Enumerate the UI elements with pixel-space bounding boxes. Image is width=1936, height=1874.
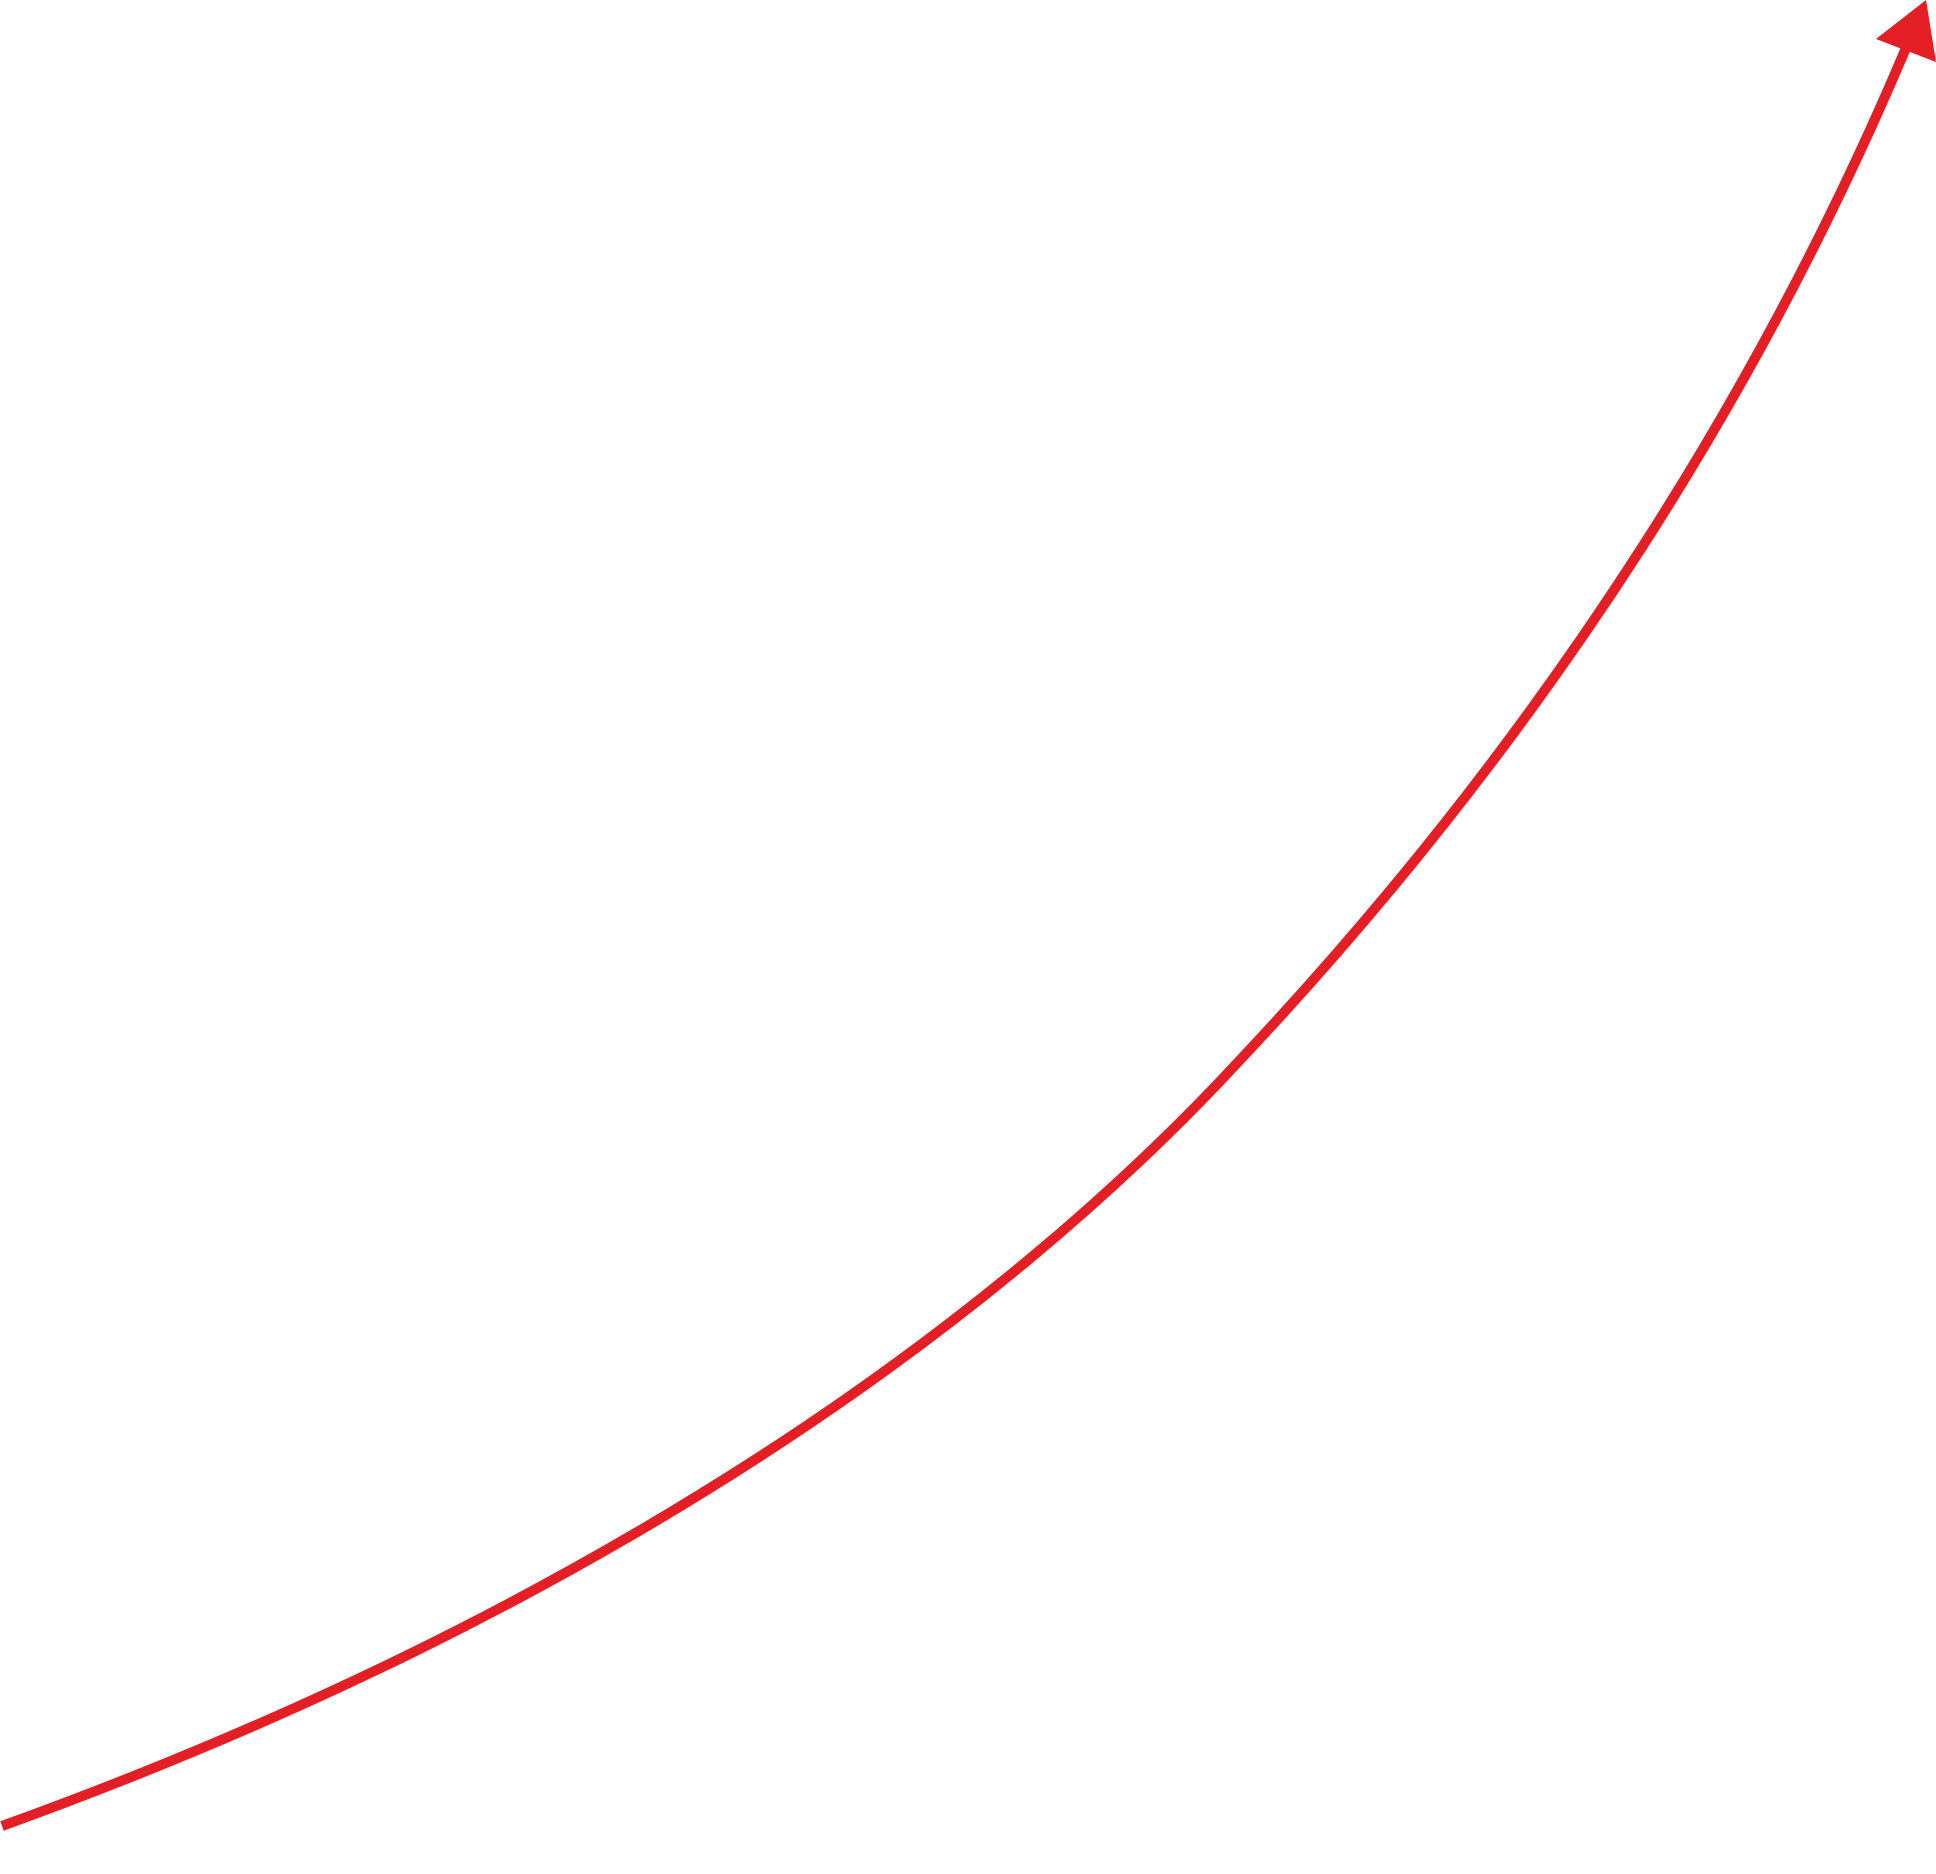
arrow-curve [0,46,1911,1831]
curved-arrow-icon [0,0,1936,1831]
arrow-head [1876,0,1936,62]
